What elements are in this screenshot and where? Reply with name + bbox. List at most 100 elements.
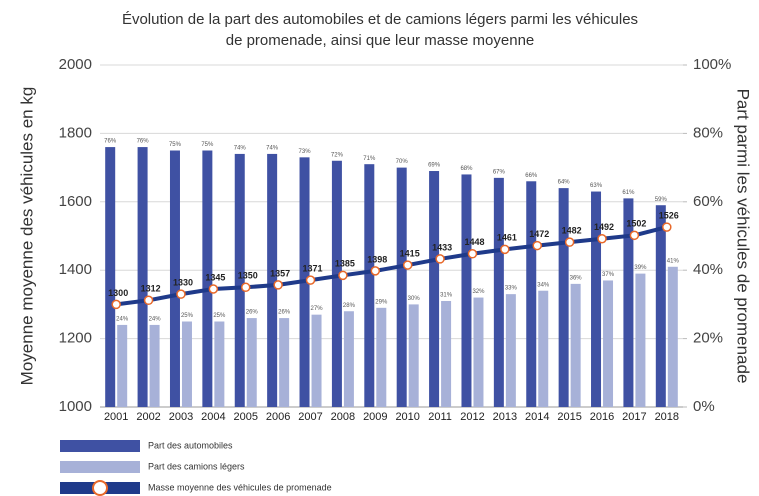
y-tick-label: 1600 — [59, 193, 92, 210]
data-label: 70% — [396, 159, 409, 165]
bar — [105, 147, 116, 407]
chart-title: Évolution de la part des automobiles et … — [122, 11, 638, 28]
bar — [149, 324, 160, 407]
x-tick-label: 2013 — [493, 411, 517, 423]
data-label: 1371 — [303, 263, 323, 273]
data-label: 74% — [266, 145, 279, 151]
y2-tick-label: 20% — [693, 330, 723, 347]
x-tick-label: 2003 — [169, 411, 193, 423]
bar — [623, 198, 634, 407]
bar — [311, 314, 322, 407]
legend-marker — [92, 480, 108, 496]
data-label: 37% — [602, 272, 615, 278]
marker — [467, 249, 478, 259]
data-label: 33% — [505, 286, 518, 292]
data-label: 75% — [169, 142, 182, 148]
x-tick-label: 2002 — [136, 411, 160, 423]
bar — [526, 181, 537, 407]
data-label: 1345 — [205, 272, 225, 282]
bar — [591, 191, 602, 407]
x-tick-label: 2015 — [557, 411, 581, 423]
marker — [338, 270, 348, 281]
marker — [532, 240, 542, 251]
data-label: 1492 — [594, 222, 614, 232]
data-label: 25% — [213, 313, 226, 319]
marker — [629, 230, 640, 241]
x-tick-label: 2007 — [298, 411, 322, 423]
bar — [137, 147, 148, 407]
data-label: 1472 — [529, 229, 549, 239]
data-label: 1448 — [464, 237, 484, 247]
y2-axis-title: Part parmi les véhicules de promenade — [734, 89, 753, 384]
bar — [655, 205, 666, 407]
y-tick-label: 2000 — [59, 56, 92, 73]
marker — [305, 275, 316, 285]
bar — [570, 283, 581, 407]
data-label: 75% — [201, 142, 214, 148]
data-label: 59% — [655, 197, 668, 203]
data-label: 24% — [116, 316, 129, 322]
bar — [408, 304, 419, 407]
data-label: 1502 — [626, 219, 646, 229]
bar — [246, 318, 257, 407]
data-label: 24% — [149, 316, 162, 322]
bar — [667, 266, 678, 407]
data-label: 36% — [570, 275, 583, 281]
bar — [473, 297, 484, 407]
data-label: 41% — [667, 258, 680, 264]
y2-tick-label: 80% — [693, 124, 723, 141]
bar — [429, 171, 440, 407]
data-label: 71% — [363, 156, 376, 162]
bar — [505, 294, 516, 407]
data-label: 69% — [428, 163, 441, 169]
bar — [461, 174, 472, 407]
bar — [603, 280, 614, 407]
y2-tick-label: 0% — [693, 398, 715, 415]
data-label: 31% — [440, 293, 453, 299]
data-label: 1433 — [432, 242, 452, 252]
chart-title: de promenade, ainsi que leur masse moyen… — [226, 32, 535, 49]
marker — [143, 295, 154, 306]
data-label: 39% — [634, 265, 647, 271]
x-tick-label: 2018 — [655, 411, 679, 423]
data-label: 1526 — [659, 210, 679, 220]
data-label: 61% — [622, 190, 635, 196]
data-label: 1300 — [108, 288, 128, 298]
bar — [441, 300, 452, 407]
data-label: 32% — [472, 289, 485, 295]
x-tick-label: 2012 — [460, 411, 484, 423]
x-tick-label: 2001 — [104, 411, 128, 423]
bar — [493, 177, 504, 407]
bar — [169, 150, 180, 407]
data-label: 1350 — [238, 271, 258, 281]
y-axis-title: Moyenne moyenne des véhicules en kg — [17, 87, 36, 386]
bar — [558, 188, 569, 407]
bar — [267, 153, 278, 407]
bar — [279, 318, 290, 407]
data-label: 66% — [525, 173, 538, 179]
data-label: 67% — [493, 169, 506, 175]
x-tick-label: 2011 — [428, 411, 452, 423]
x-tick-label: 2005 — [234, 411, 258, 423]
bar — [396, 167, 407, 407]
x-tick-label: 2009 — [363, 411, 387, 423]
bar — [234, 153, 245, 407]
legend-swatch — [60, 440, 140, 452]
y2-tick-label: 40% — [693, 261, 723, 278]
y-tick-label: 1000 — [59, 398, 92, 415]
data-label: 73% — [299, 149, 312, 155]
data-label: 29% — [375, 299, 388, 305]
marker — [241, 282, 251, 293]
legend-label: Part des automobiles — [148, 440, 233, 450]
data-label: 63% — [590, 183, 603, 189]
marker — [597, 233, 607, 244]
marker — [564, 237, 575, 247]
data-label: 1482 — [562, 226, 582, 236]
marker — [402, 260, 413, 270]
bar — [202, 150, 213, 407]
data-label: 76% — [137, 139, 150, 145]
y2-tick-label: 100% — [693, 56, 731, 73]
y2-tick-label: 60% — [693, 193, 723, 210]
y-tick-label: 1200 — [59, 330, 92, 347]
marker — [662, 222, 672, 232]
